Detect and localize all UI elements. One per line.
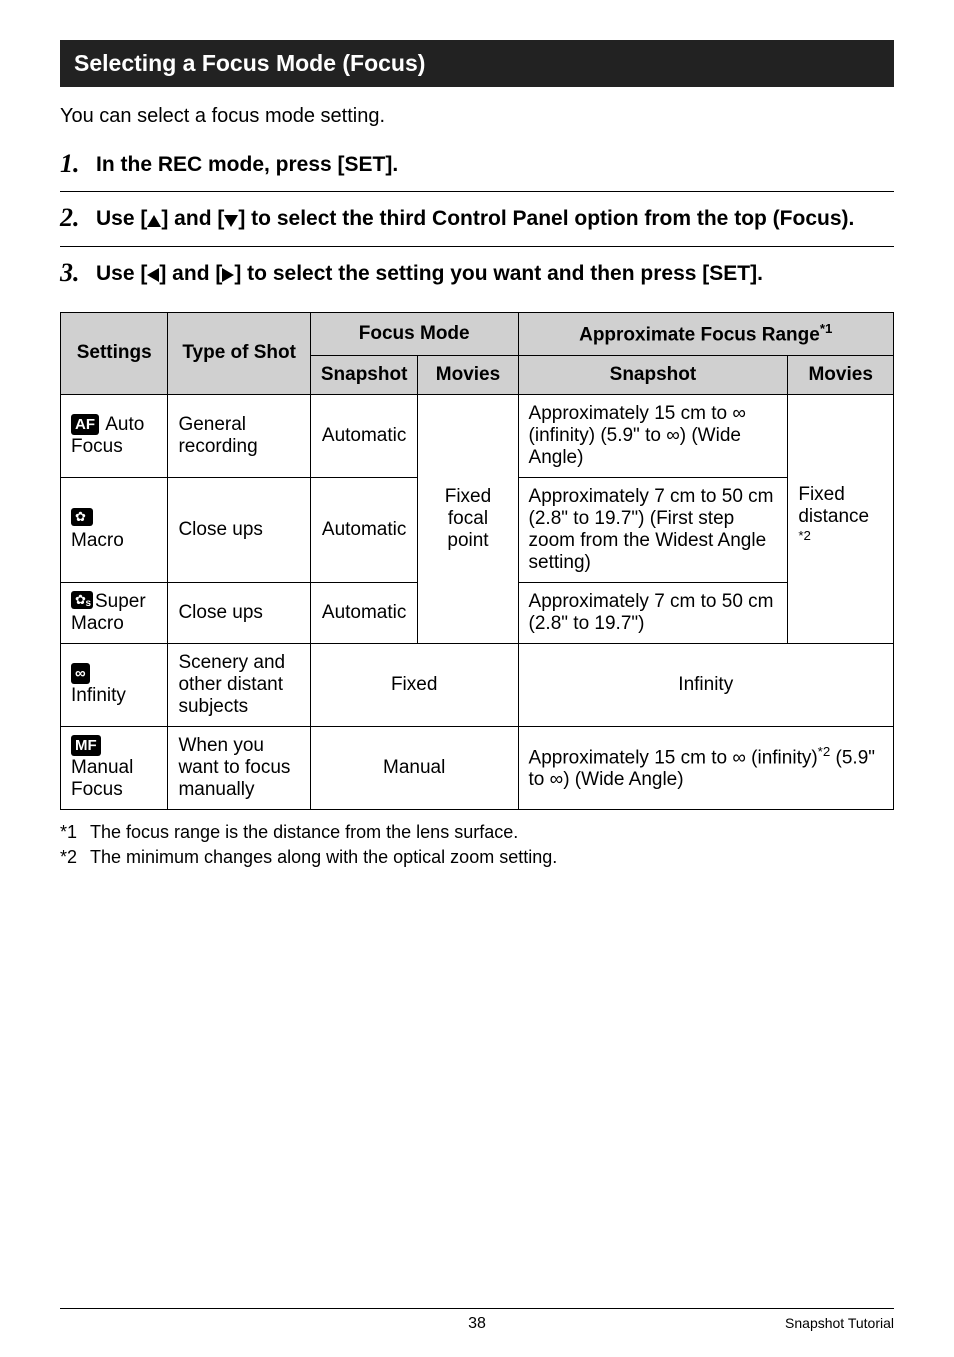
step-2-pre: Use [ <box>96 207 147 230</box>
footer-rule <box>60 1308 894 1309</box>
cell-mf-setting: MF Manual Focus <box>61 726 168 809</box>
up-arrow-icon <box>147 215 161 227</box>
step-3-num: 3. <box>60 259 96 288</box>
cell-movies-range-merged: Fixed distance *2 <box>788 394 894 643</box>
mf-icon: MF <box>71 735 101 756</box>
macro-icon <box>71 508 93 526</box>
cell-infinity-setting: ∞ Infinity <box>61 643 168 726</box>
hdr-approx-range: Approximate Focus Range*1 <box>518 313 893 355</box>
footnote-1: *1 The focus range is the distance from … <box>60 820 894 845</box>
cell-mf-label: Manual Focus <box>71 757 133 800</box>
footnotes: *1 The focus range is the distance from … <box>60 820 894 870</box>
step-3-text: Use [ ] and [ ] to select the setting you … <box>96 259 894 288</box>
table-row: AF Auto Focus General recording Automati… <box>61 394 894 477</box>
cell-af-snapmode: Automatic <box>310 394 418 477</box>
cell-supermacro-snaprange: Approximately 7 cm to 50 cm (2.8" to 19.… <box>518 582 788 643</box>
focus-table: Settings Type of Shot Focus Mode Approxi… <box>60 312 894 809</box>
cell-macro-label: Macro <box>71 530 124 551</box>
step-rule <box>60 191 894 192</box>
hdr-approx-range-text: Approximate Focus Range <box>579 325 820 346</box>
step-3-mid: ] and [ <box>159 262 222 285</box>
step-1-num: 1. <box>60 150 96 179</box>
hdr-mode-movies: Movies <box>418 355 518 394</box>
step-1: 1. In the REC mode, press [SET]. <box>60 150 894 187</box>
infinity-icon: ∞ <box>71 663 90 684</box>
cell-infinity-mode: Fixed <box>310 643 518 726</box>
cell-af-type: General recording <box>168 394 310 477</box>
cell-mf-mode: Manual <box>310 726 518 809</box>
footnote-1-text: The focus range is the distance from the… <box>90 820 518 845</box>
cell-macro-setting: Macro <box>61 477 168 582</box>
table-row: MF Manual Focus When you want to focus m… <box>61 726 894 809</box>
left-arrow-icon <box>147 268 159 282</box>
step-3-pre: Use [ <box>96 262 147 285</box>
footnote-2: *2 The minimum changes along with the op… <box>60 845 894 870</box>
cell-movies-mode-merged: Fixed focal point <box>418 394 518 643</box>
step-3-post: ] to select the setting you want and the… <box>234 262 763 285</box>
cell-mf-type: When you want to focus manually <box>168 726 310 809</box>
hdr-range-snapshot: Snapshot <box>518 355 788 394</box>
cell-mf-range-pre: Approximately 15 cm to ∞ (infinity) <box>529 747 818 768</box>
cell-macro-snapmode: Automatic <box>310 477 418 582</box>
footnote-2-mark: *2 <box>60 845 90 870</box>
cell-supermacro-snapmode: Automatic <box>310 582 418 643</box>
cell-mf-range: Approximately 15 cm to ∞ (infinity)*2 (5… <box>518 726 893 809</box>
cell-macro-snaprange: Approximately 7 cm to 50 cm (2.8" to 19.… <box>518 477 788 582</box>
af-icon: AF <box>71 414 99 435</box>
step-1-text: In the REC mode, press [SET]. <box>96 150 894 179</box>
right-arrow-icon <box>222 268 234 282</box>
hdr-settings: Settings <box>61 313 168 394</box>
cell-af-snaprange: Approximately 15 cm to ∞ (infinity) (5.9… <box>518 394 788 477</box>
page-footer: 38 Snapshot Tutorial <box>0 1302 954 1334</box>
super-macro-icon <box>71 591 93 609</box>
down-arrow-icon <box>224 215 238 227</box>
step-2: 2. Use [ ] and [ ] to select the third Con… <box>60 204 894 241</box>
hdr-type-of-shot: Type of Shot <box>168 313 310 394</box>
hdr-mode-snapshot: Snapshot <box>310 355 418 394</box>
step-3: 3. Use [ ] and [ ] to select the setting y… <box>60 259 894 296</box>
step-2-post: ] to select the third Control Panel opti… <box>238 207 854 230</box>
cell-infinity-label: Infinity <box>71 685 126 706</box>
cell-movies-range-pre: Fixed distance <box>798 484 869 527</box>
page-number: 38 <box>180 1315 774 1333</box>
cell-supermacro-type: Close ups <box>168 582 310 643</box>
cell-infinity-range: Infinity <box>518 643 893 726</box>
cell-infinity-type: Scenery and other distant subjects <box>168 643 310 726</box>
step-2-num: 2. <box>60 204 96 233</box>
step-2-text: Use [ ] and [ ] to select the third Contro… <box>96 204 894 233</box>
hdr-focus-mode: Focus Mode <box>310 313 518 355</box>
table-row: ∞ Infinity Scenery and other distant sub… <box>61 643 894 726</box>
step-2-mid: ] and [ <box>161 207 224 230</box>
cell-supermacro-setting: Super Macro <box>61 582 168 643</box>
footnote-1-mark: *1 <box>60 820 90 845</box>
cell-af-setting: AF Auto Focus <box>61 394 168 477</box>
cell-movies-range-sup: *2 <box>798 528 811 543</box>
footnote-2-text: The minimum changes along with the optic… <box>90 845 557 870</box>
footer-section: Snapshot Tutorial <box>774 1315 894 1333</box>
intro-text: You can select a focus mode setting. <box>60 105 894 128</box>
section-title: Selecting a Focus Mode (Focus) <box>60 40 894 87</box>
hdr-range-movies: Movies <box>788 355 894 394</box>
hdr-approx-range-sup: *1 <box>820 321 833 336</box>
cell-mf-range-sup: *2 <box>818 744 831 759</box>
cell-macro-type: Close ups <box>168 477 310 582</box>
step-rule <box>60 246 894 247</box>
